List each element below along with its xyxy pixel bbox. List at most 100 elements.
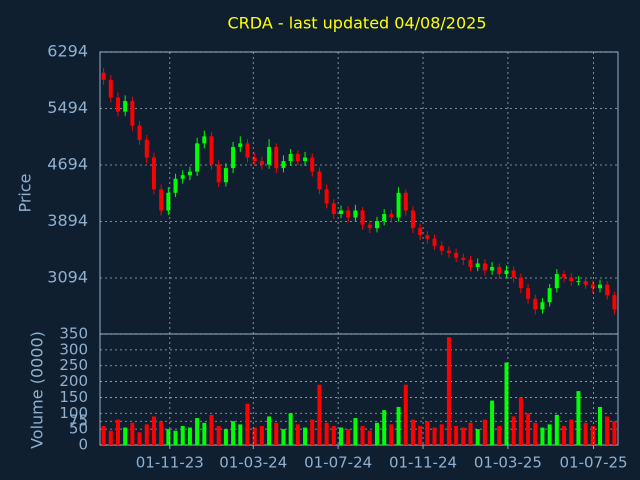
candle-body bbox=[569, 277, 574, 282]
volume-bar bbox=[518, 397, 523, 445]
volume-bar bbox=[367, 430, 372, 445]
volume-bar bbox=[144, 424, 149, 445]
candle-body bbox=[317, 171, 322, 190]
candle-body bbox=[562, 274, 567, 278]
volume-bar bbox=[295, 424, 300, 445]
volume-bar bbox=[101, 425, 106, 445]
candle-body bbox=[410, 210, 415, 229]
volume-bar bbox=[374, 422, 379, 445]
candle-body bbox=[554, 274, 559, 289]
volume-bar bbox=[310, 419, 315, 445]
volume-bar bbox=[195, 418, 200, 445]
candle-body bbox=[195, 143, 200, 172]
candle-body bbox=[439, 245, 444, 251]
volume-bar bbox=[533, 422, 538, 445]
y-tick-label: 150 bbox=[59, 388, 88, 406]
volume-bar bbox=[547, 424, 552, 445]
volume-bar bbox=[180, 425, 185, 445]
volume-bar bbox=[252, 427, 257, 445]
y-axis-label: Price bbox=[16, 173, 35, 212]
volume-bar bbox=[410, 419, 415, 445]
x-tick-label: 01-11-23 bbox=[136, 454, 204, 472]
volume-bar bbox=[540, 427, 545, 445]
candle-body bbox=[518, 277, 523, 289]
candle-body bbox=[468, 259, 473, 267]
y-tick-label: 50 bbox=[69, 420, 88, 438]
candle-body bbox=[288, 153, 293, 162]
candle-body bbox=[475, 263, 480, 267]
candle-body bbox=[583, 281, 588, 285]
candle-body bbox=[151, 157, 156, 190]
candle-body bbox=[346, 210, 351, 218]
volume-bar bbox=[403, 384, 408, 445]
candle-body bbox=[295, 153, 300, 162]
volume-bar bbox=[605, 416, 610, 445]
candle-body bbox=[231, 146, 236, 169]
y-tick-label: 100 bbox=[59, 404, 88, 422]
volume-bar bbox=[281, 429, 286, 445]
volume-bar bbox=[245, 403, 250, 445]
candle-body bbox=[331, 203, 336, 215]
y-tick-label: 5494 bbox=[47, 98, 88, 117]
y-tick-label: 200 bbox=[59, 372, 88, 390]
x-tick-label: 01-03-24 bbox=[219, 454, 287, 472]
candle-body bbox=[360, 210, 365, 225]
candle-body bbox=[403, 192, 408, 211]
volume-bar bbox=[382, 410, 387, 445]
candle-body bbox=[482, 263, 487, 271]
x-tick-label: 01-07-24 bbox=[304, 454, 372, 472]
candle-body bbox=[108, 79, 113, 98]
volume-bar bbox=[511, 416, 516, 445]
volume-bar bbox=[123, 427, 128, 445]
volume-bar bbox=[223, 429, 228, 445]
candle-body bbox=[367, 224, 372, 229]
candle-body bbox=[123, 101, 128, 112]
y-tick-label: 4694 bbox=[47, 154, 88, 173]
candle-body bbox=[267, 146, 272, 165]
y-tick-label: 0 bbox=[78, 436, 88, 454]
y-tick-label: 3894 bbox=[47, 211, 88, 230]
volume-bar bbox=[482, 419, 487, 445]
volume-bar bbox=[468, 422, 473, 445]
volume-bar bbox=[159, 421, 164, 445]
candle-body bbox=[396, 192, 401, 218]
volume-bar bbox=[562, 425, 567, 445]
volume-bar bbox=[331, 425, 336, 445]
candle-body bbox=[281, 161, 286, 169]
candle-body bbox=[454, 252, 459, 258]
candle-body bbox=[310, 157, 315, 172]
candle-body bbox=[303, 157, 308, 162]
candle-body bbox=[202, 136, 207, 144]
volume-bar bbox=[439, 424, 444, 445]
volume-bar bbox=[324, 422, 329, 445]
volume-bar bbox=[202, 422, 207, 445]
candle-body bbox=[511, 270, 516, 278]
candle-body bbox=[238, 143, 243, 147]
candle-body bbox=[547, 288, 552, 303]
candle-body bbox=[166, 192, 171, 211]
candle-body bbox=[101, 72, 106, 80]
x-tick-label: 01-03-25 bbox=[474, 454, 542, 472]
volume-bar bbox=[526, 413, 531, 445]
volume-bar bbox=[288, 413, 293, 445]
y-tick-label: 6294 bbox=[47, 42, 88, 61]
volume-bar bbox=[209, 414, 214, 445]
candle-body bbox=[590, 284, 595, 289]
volume-bar bbox=[504, 362, 509, 445]
x-tick-label: 01-11-24 bbox=[389, 454, 457, 472]
candle-body bbox=[389, 214, 394, 218]
volume-panel bbox=[99, 333, 619, 446]
chart-title: CRDA - last updated 04/08/2025 bbox=[228, 14, 487, 33]
candle-body bbox=[137, 125, 142, 140]
volume-bar bbox=[554, 414, 559, 445]
volume-bar bbox=[339, 427, 344, 445]
volume-bar bbox=[446, 337, 451, 445]
candle-body bbox=[259, 161, 264, 165]
candle-body bbox=[353, 210, 358, 218]
candle-body bbox=[461, 257, 466, 260]
volume-bar bbox=[173, 430, 178, 445]
candle-body bbox=[526, 288, 531, 299]
volume-bar bbox=[130, 422, 135, 445]
volume-bar bbox=[115, 419, 120, 445]
